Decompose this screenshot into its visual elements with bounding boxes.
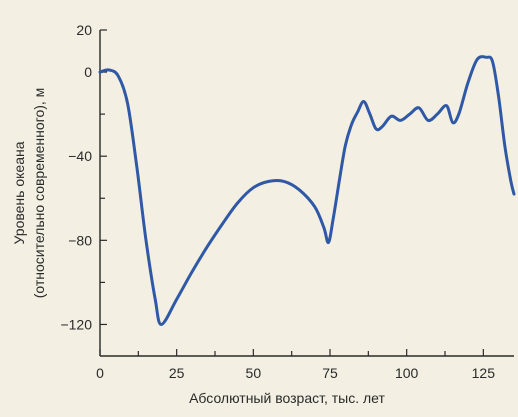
y-tick-label: −80 xyxy=(68,232,92,248)
x-tick-label: 100 xyxy=(395,365,419,381)
sea-level-line xyxy=(98,55,516,326)
x-axis-title: Абсолютный возраст, тыс. лет xyxy=(189,390,385,406)
x-tick-label: 0 xyxy=(96,365,104,381)
x-tick-label: 125 xyxy=(472,365,496,381)
y-tick-label: −120 xyxy=(60,316,92,332)
x-tick-label: 50 xyxy=(246,365,262,381)
y-axis-title-line1: Уровень океана xyxy=(11,141,27,244)
y-ticks: −120 −80 −40 0 20 xyxy=(60,22,107,332)
x-tick-label: 75 xyxy=(322,365,338,381)
axes xyxy=(99,30,514,357)
y-tick-label: −40 xyxy=(68,148,92,164)
y-tick-label: 20 xyxy=(76,22,92,38)
x-tick-label: 25 xyxy=(169,365,185,381)
y-tick-label: 0 xyxy=(84,64,92,80)
y-axis-title-line2: (относительно современного), м xyxy=(31,88,47,299)
x-ticks: 0 25 50 75 100 125 xyxy=(96,349,495,381)
